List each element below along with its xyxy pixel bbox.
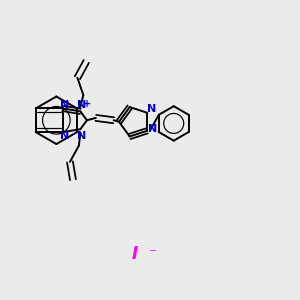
Text: N: N <box>148 124 157 134</box>
Text: I: I <box>132 245 138 263</box>
Text: N: N <box>147 104 156 114</box>
Text: N: N <box>77 100 86 110</box>
Text: +: + <box>83 99 92 109</box>
Text: N: N <box>60 100 70 110</box>
Text: ⁻: ⁻ <box>149 247 157 262</box>
Text: N: N <box>60 131 70 141</box>
Text: N: N <box>77 131 86 141</box>
